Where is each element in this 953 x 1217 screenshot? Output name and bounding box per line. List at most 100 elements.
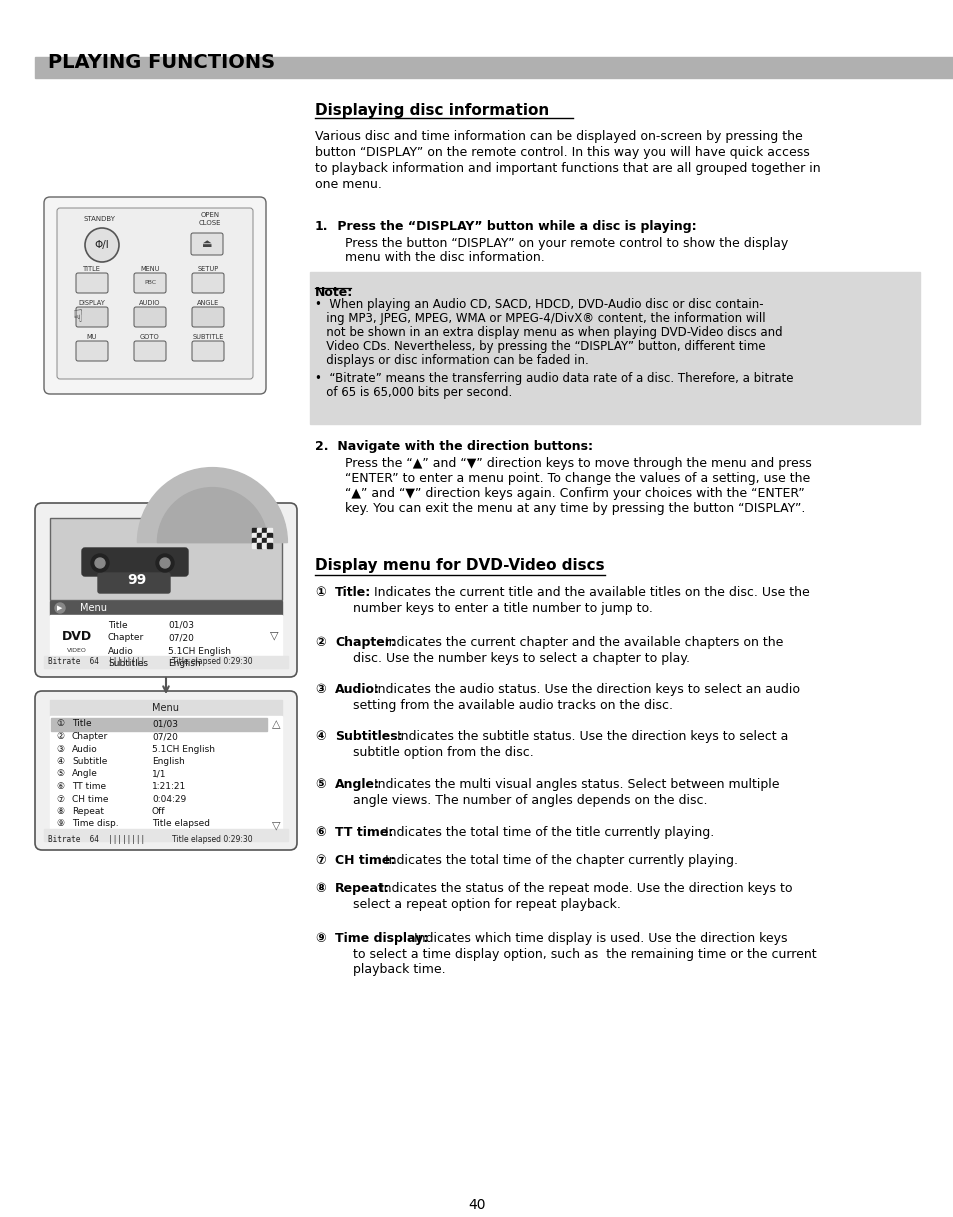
Text: Title:: Title: bbox=[335, 587, 371, 599]
Text: ②: ② bbox=[56, 731, 64, 741]
Bar bbox=[252, 528, 256, 533]
Text: ▽: ▽ bbox=[272, 820, 280, 830]
Text: Menu: Menu bbox=[152, 703, 179, 713]
Text: Repeat:: Repeat: bbox=[335, 882, 390, 894]
Text: TT time:: TT time: bbox=[335, 826, 393, 839]
Text: 07/20: 07/20 bbox=[168, 634, 193, 643]
Bar bbox=[50, 716, 282, 832]
Text: “ENTER” to enter a menu point. To change the values of a setting, use the: “ENTER” to enter a menu point. To change… bbox=[345, 472, 809, 486]
Text: Chapter:: Chapter: bbox=[335, 636, 395, 649]
Text: VIDEO: VIDEO bbox=[67, 647, 87, 652]
Text: Displaying disc information: Displaying disc information bbox=[314, 103, 549, 118]
FancyBboxPatch shape bbox=[35, 503, 296, 677]
Text: Press the “DISPLAY” button while a disc is playing:: Press the “DISPLAY” button while a disc … bbox=[333, 220, 696, 232]
Text: button “DISPLAY” on the remote control. In this way you will have quick access: button “DISPLAY” on the remote control. … bbox=[314, 146, 809, 159]
FancyBboxPatch shape bbox=[82, 548, 188, 576]
Text: ③: ③ bbox=[56, 745, 64, 753]
Circle shape bbox=[55, 602, 65, 613]
Text: DISPLAY: DISPLAY bbox=[78, 301, 106, 305]
Text: ②: ② bbox=[314, 636, 325, 649]
Bar bbox=[44, 656, 288, 668]
Text: Indicates the audio status. Use the direction keys to select an audio: Indicates the audio status. Use the dire… bbox=[370, 683, 799, 696]
Text: ⑤: ⑤ bbox=[314, 778, 325, 791]
Bar bbox=[262, 533, 267, 538]
Text: of 65 is 65,000 bits per second.: of 65 is 65,000 bits per second. bbox=[314, 386, 512, 399]
FancyBboxPatch shape bbox=[133, 341, 166, 361]
FancyBboxPatch shape bbox=[57, 208, 253, 378]
Text: OPEN: OPEN bbox=[200, 212, 219, 218]
Text: △: △ bbox=[272, 719, 280, 729]
Text: Audio: Audio bbox=[108, 646, 133, 656]
Bar bbox=[256, 533, 262, 538]
Text: Title elapsed 0:29:30: Title elapsed 0:29:30 bbox=[172, 835, 253, 843]
Text: 5.1CH English: 5.1CH English bbox=[168, 646, 231, 656]
Text: Title elapsed: Title elapsed bbox=[152, 819, 210, 829]
Text: •  “Bitrate” means the transferring audio data rate of a disc. Therefore, a bitr: • “Bitrate” means the transferring audio… bbox=[314, 372, 793, 385]
Text: PLAYING FUNCTIONS: PLAYING FUNCTIONS bbox=[48, 52, 274, 72]
Bar bbox=[50, 615, 282, 656]
FancyBboxPatch shape bbox=[76, 341, 108, 361]
Bar bbox=[252, 538, 256, 543]
Text: Video CDs. Nevertheless, by pressing the “DISPLAY” button, different time: Video CDs. Nevertheless, by pressing the… bbox=[314, 340, 765, 353]
Wedge shape bbox=[157, 488, 267, 543]
Text: GOTO: GOTO bbox=[140, 333, 160, 340]
Text: English: English bbox=[152, 757, 185, 765]
Text: Indicates the current title and the available titles on the disc. Use the: Indicates the current title and the avai… bbox=[370, 587, 809, 599]
Text: Chapter: Chapter bbox=[108, 634, 144, 643]
Text: Φ/I: Φ/I bbox=[94, 240, 110, 249]
Bar bbox=[256, 528, 262, 533]
FancyBboxPatch shape bbox=[35, 691, 296, 849]
Text: Chapter: Chapter bbox=[71, 731, 108, 741]
Text: not be shown in an extra display menu as when playing DVD-Video discs and: not be shown in an extra display menu as… bbox=[314, 326, 781, 340]
Text: TITLE: TITLE bbox=[83, 267, 101, 273]
Bar bbox=[267, 533, 272, 538]
Text: Indicates the status of the repeat mode. Use the direction keys to: Indicates the status of the repeat mode.… bbox=[375, 882, 791, 894]
Text: Title elapsed 0:29:30: Title elapsed 0:29:30 bbox=[172, 657, 253, 667]
Text: Repeat: Repeat bbox=[71, 807, 104, 817]
Text: Time display:: Time display: bbox=[335, 932, 428, 944]
Bar bbox=[310, 273, 919, 424]
Text: Time disp.: Time disp. bbox=[71, 819, 118, 829]
Bar bbox=[52, 617, 104, 654]
Bar bbox=[267, 538, 272, 543]
FancyBboxPatch shape bbox=[44, 197, 266, 394]
Text: Title: Title bbox=[71, 719, 91, 729]
Text: ⑤: ⑤ bbox=[56, 769, 64, 779]
Text: 0:04:29: 0:04:29 bbox=[152, 795, 186, 803]
Text: ⑦: ⑦ bbox=[56, 795, 64, 803]
Circle shape bbox=[160, 559, 170, 568]
Text: Various disc and time information can be displayed on-screen by pressing the: Various disc and time information can be… bbox=[314, 130, 801, 144]
Text: Angle:: Angle: bbox=[335, 778, 379, 791]
Text: key. You can exit the menu at any time by pressing the button “DISPLAY”.: key. You can exit the menu at any time b… bbox=[345, 501, 804, 515]
Text: 1.: 1. bbox=[314, 220, 328, 232]
Text: to select a time display option, such as  the remaining time or the current: to select a time display option, such as… bbox=[353, 948, 816, 961]
Text: ④: ④ bbox=[314, 730, 325, 744]
Bar bbox=[50, 518, 282, 600]
Text: 01/03: 01/03 bbox=[152, 719, 178, 729]
FancyBboxPatch shape bbox=[76, 307, 108, 327]
FancyBboxPatch shape bbox=[192, 273, 224, 293]
Bar bbox=[252, 543, 256, 548]
Text: Indicates the multi visual angles status. Select between multiple: Indicates the multi visual angles status… bbox=[370, 778, 779, 791]
Bar bbox=[44, 829, 288, 841]
Wedge shape bbox=[137, 467, 287, 543]
FancyBboxPatch shape bbox=[192, 307, 224, 327]
Text: Press the button “DISPLAY” on your remote control to show the display: Press the button “DISPLAY” on your remot… bbox=[345, 237, 787, 249]
Text: to playback information and important functions that are all grouped together in: to playback information and important fu… bbox=[314, 162, 820, 175]
Text: ①: ① bbox=[56, 719, 64, 729]
Text: MU: MU bbox=[87, 333, 97, 340]
Text: ing MP3, JPEG, MPEG, WMA or MPEG-4/DivX® content, the information will: ing MP3, JPEG, MPEG, WMA or MPEG-4/DivX®… bbox=[314, 312, 765, 325]
Text: subtitle option from the disc.: subtitle option from the disc. bbox=[353, 746, 533, 759]
Text: ⑧: ⑧ bbox=[314, 882, 325, 894]
Text: ▽: ▽ bbox=[270, 630, 278, 640]
Text: one menu.: one menu. bbox=[314, 178, 381, 191]
Text: menu with the disc information.: menu with the disc information. bbox=[345, 251, 544, 264]
FancyBboxPatch shape bbox=[98, 573, 170, 593]
Text: Indicates the subtitle status. Use the direction keys to select a: Indicates the subtitle status. Use the d… bbox=[393, 730, 787, 744]
Text: ▶: ▶ bbox=[57, 605, 63, 611]
Bar bbox=[35, 57, 953, 78]
Text: Title: Title bbox=[108, 621, 128, 629]
Text: ⑥: ⑥ bbox=[56, 783, 64, 791]
Text: 1/1: 1/1 bbox=[152, 769, 167, 779]
Text: STANDBY: STANDBY bbox=[84, 215, 116, 221]
